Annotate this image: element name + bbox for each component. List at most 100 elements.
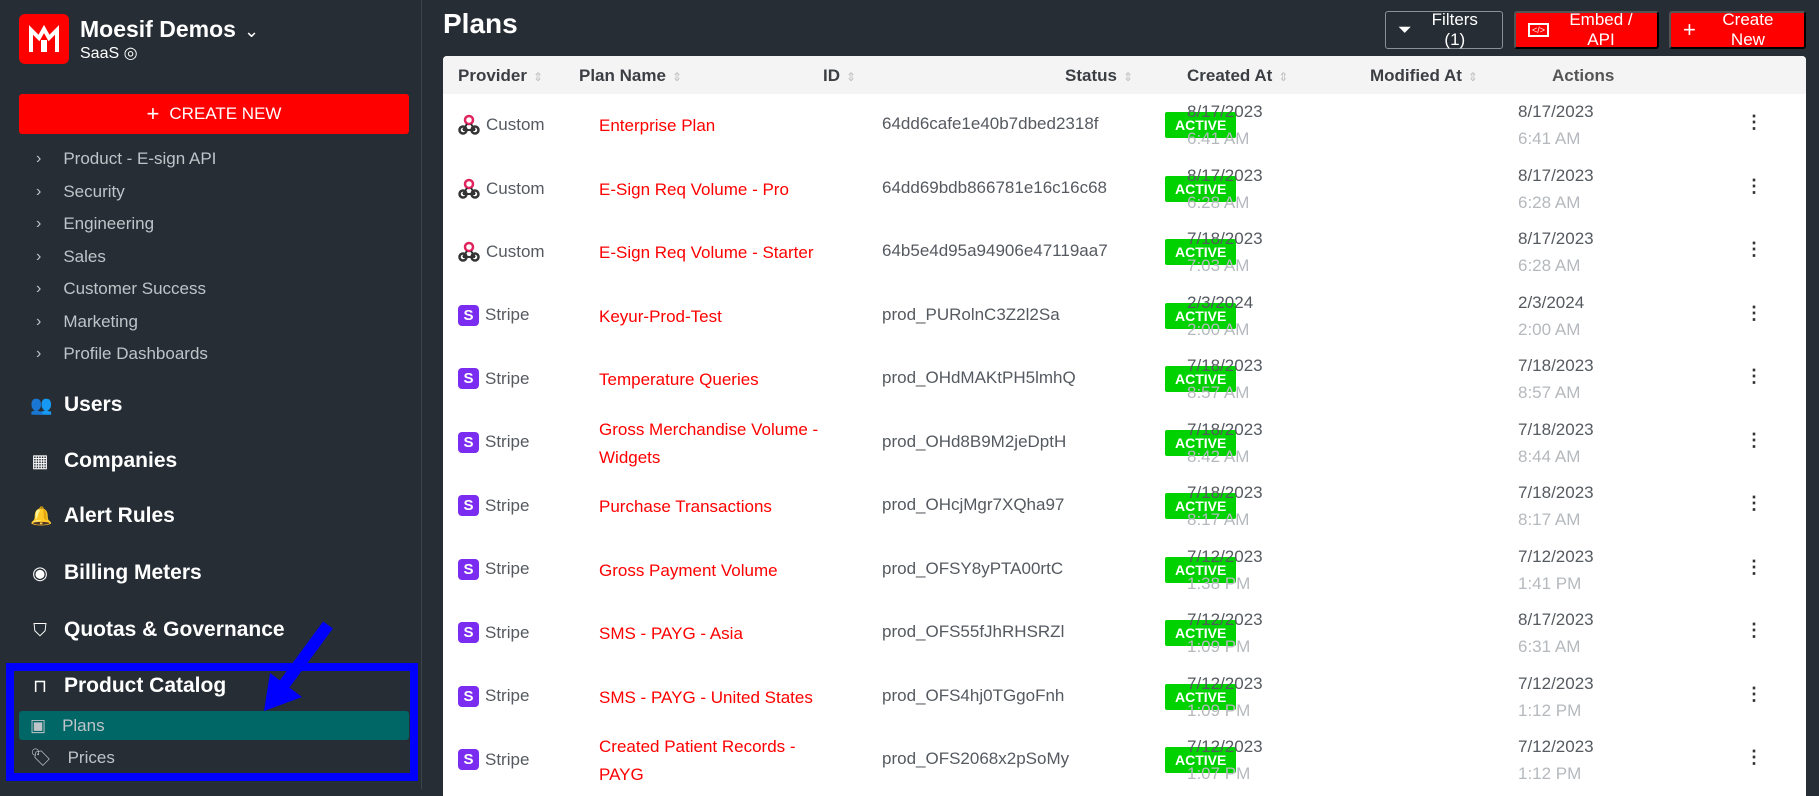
org-switcher[interactable]: Moesif Demos ⌄ — [80, 16, 259, 43]
sort-icon[interactable]: ⇕ — [1122, 70, 1134, 84]
sidebar-dashboard-item[interactable]: › Product - E-sign API — [36, 149, 216, 169]
status-badge: ACTIVE — [1165, 112, 1237, 138]
plan-name-link[interactable]: SMS - PAYG - United States — [599, 687, 813, 707]
chevron-right-icon: › — [36, 280, 42, 297]
webhook-icon — [458, 114, 480, 136]
sidebar-item-alert-rules[interactable]: 🔔 Alert Rules — [30, 504, 175, 528]
table-row[interactable]: Custom E-Sign Req Volume - Pro 64dd69bdb86… — [443, 158, 1806, 222]
provider-cell: Custom — [458, 241, 545, 263]
plan-name-link[interactable]: Gross Merchandise Volume - Widgets — [599, 419, 819, 467]
more-actions-icon[interactable]: ⋮ — [1745, 302, 1763, 323]
sidebar-item-product-catalog[interactable]: ⊓ Product Catalog — [30, 674, 226, 698]
more-actions-icon[interactable]: ⋮ — [1745, 112, 1763, 132]
nav-label: Product Catalog — [64, 674, 227, 697]
sidebar-item-companies[interactable]: ▦ Companies — [30, 449, 177, 473]
sidebar-item-billing-meters[interactable]: ◉ Billing Meters — [30, 561, 202, 585]
plan-name-link[interactable]: Created Patient Records - PAYG — [599, 737, 796, 784]
status-badge: ACTIVE — [1165, 239, 1237, 265]
filters-button[interactable]: ⏷ Filters (1) — [1385, 10, 1503, 49]
table-row[interactable]: Custom E-Sign Req Volume - Starter 64b5e4d… — [443, 221, 1806, 285]
table-row[interactable]: S Stripe Created Patient Records - PAYG pro… — [443, 729, 1806, 793]
table-row[interactable]: S Stripe SMS - PAYG - Asia prod_OFS55fJhRHS… — [443, 602, 1806, 666]
sidebar-dashboard-item[interactable]: › Security — [36, 182, 125, 202]
sidebar-item-plans[interactable]: ▣ Plans — [19, 711, 409, 740]
column-label: Created At — [1187, 66, 1273, 85]
created-at: 7/12/2023 1:09 PM — [1187, 606, 1263, 660]
more-actions-icon[interactable]: ⋮ — [1745, 239, 1763, 259]
plan-id: prod_OFSY8yPTA00rtC — [882, 558, 1064, 578]
sidebar-dashboard-item[interactable]: › Marketing — [36, 312, 138, 332]
more-actions-icon[interactable]: ⋮ — [1745, 366, 1763, 386]
modified-date: 7/12/2023 — [1518, 546, 1594, 566]
building-icon: ▦ — [31, 450, 49, 471]
created-date: 7/12/2023 — [1187, 737, 1263, 756]
column-header-id[interactable]: ID ⇕ — [823, 66, 856, 86]
plan-name-link[interactable]: Purchase Transactions — [599, 497, 772, 516]
column-header-provider[interactable]: Provider ⇕ — [458, 66, 543, 86]
sidebar-item-quotas-governance[interactable]: ⛉ Quotas & Governance — [30, 618, 284, 642]
sidebar-item-prices[interactable]: 🏷 Prices — [19, 743, 409, 772]
env-switcher[interactable]: SaaS ◎ — [80, 43, 138, 63]
sort-icon[interactable]: ⇕ — [1467, 70, 1478, 84]
created-time: 8:17 AM — [1187, 510, 1250, 529]
table-row[interactable]: S Stripe Purchase Transactions prod_OHcjMgr… — [443, 475, 1806, 539]
table-row[interactable]: S Stripe SMS - PAYG - United States prod_OF… — [443, 666, 1806, 730]
more-actions-icon[interactable]: ⋮ — [1745, 556, 1763, 577]
column-header-created-at[interactable]: Created At ⇕ — [1187, 66, 1288, 86]
table-row[interactable]: Custom Enterprise Plan 64dd6cafe1e40b7dbed… — [443, 94, 1806, 158]
plan-name-link[interactable]: Temperature Queries — [599, 370, 759, 389]
column-header-status[interactable]: Status ⇕ — [1065, 66, 1133, 86]
stripe-icon: S — [458, 622, 479, 643]
more-actions-icon[interactable]: ⋮ — [1745, 683, 1763, 704]
more-actions-icon[interactable]: ⋮ — [1745, 747, 1763, 767]
moesif-logo[interactable] — [19, 14, 69, 64]
env-name: SaaS — [80, 45, 120, 62]
embed-api-button[interactable]: </> Embed / API — [1514, 10, 1659, 49]
more-actions-icon[interactable]: ⋮ — [1745, 493, 1763, 513]
plan-name-link[interactable]: E-Sign Req Volume - Starter — [599, 243, 814, 262]
sidebar-dashboard-item[interactable]: › Engineering — [36, 214, 154, 234]
modified-time: 8:17 AM — [1518, 510, 1581, 529]
sort-icon[interactable]: ⇕ — [671, 70, 682, 84]
sidebar-dashboard-item[interactable]: › Customer Success — [36, 279, 206, 299]
provider-cell: S Stripe — [458, 304, 529, 326]
column-label: ID — [823, 66, 840, 85]
sort-icon[interactable]: ⇕ — [532, 70, 544, 84]
plan-name-link[interactable]: SMS - PAYG - Asia — [599, 624, 743, 643]
provider-cell: S Stripe — [458, 685, 529, 707]
table-row[interactable]: S Stripe Keyur-Prod-Test prod_PURolnC3Z2l2S… — [443, 285, 1806, 349]
more-actions-icon[interactable]: ⋮ — [1745, 175, 1763, 196]
created-date: 7/18/2023 — [1187, 483, 1263, 502]
provider-name: Stripe — [485, 432, 530, 451]
table-row[interactable]: S Stripe Temperature Queries prod_OHdMAKtPH… — [443, 348, 1806, 412]
more-actions-icon[interactable]: ⋮ — [1745, 620, 1763, 640]
created-time: 1:09 PM — [1187, 700, 1251, 720]
created-time: 7:03 AM — [1187, 256, 1250, 275]
plan-name-link[interactable]: E-Sign Req Volume - Pro — [599, 179, 789, 199]
sidebar-dashboard-item[interactable]: › Sales — [36, 247, 106, 267]
sidebar-dashboard-item[interactable]: › Profile Dashboards — [36, 344, 208, 364]
sidebar-item-users[interactable]: 👥 Users — [30, 393, 122, 417]
nav-label: Billing Meters — [64, 561, 202, 584]
modified-time: 1:12 PM — [1518, 764, 1582, 783]
created-date: 7/18/2023 — [1187, 419, 1263, 439]
provider-name: Custom — [486, 242, 545, 261]
plan-name-link[interactable]: Keyur-Prod-Test — [599, 306, 722, 326]
created-time: 1:38 PM — [1187, 573, 1251, 593]
create-new-plan-button[interactable]: + Create New — [1669, 10, 1806, 49]
column-header-plan-name[interactable]: Plan Name ⇕ — [579, 66, 682, 86]
sort-icon[interactable]: ⇕ — [1278, 70, 1289, 84]
plan-name-link[interactable]: Gross Payment Volume — [599, 560, 778, 580]
sort-icon[interactable]: ⇕ — [846, 70, 857, 84]
more-actions-icon[interactable]: ⋮ — [1745, 429, 1763, 450]
table-row[interactable]: S Stripe Gross Payment Volume prod_OFSY8yPT… — [443, 539, 1806, 603]
create-new-button[interactable]: + CREATE NEW — [19, 94, 409, 134]
table-row[interactable]: S Stripe Gross Merchandise Volume - Widget… — [443, 412, 1806, 476]
created-date: 7/12/2023 — [1187, 610, 1263, 629]
sidebar: Moesif Demos ⌄ SaaS ◎ + CREATE NEW › Produc… — [0, 0, 422, 789]
dashboard-label: Customer Success — [63, 279, 206, 298]
plan-name-link[interactable]: Enterprise Plan — [599, 116, 716, 135]
column-header-modified-at[interactable]: Modified At ⇕ — [1370, 66, 1478, 86]
embed-label: Embed / API — [1569, 10, 1633, 49]
provider-cell: S Stripe — [458, 431, 530, 453]
